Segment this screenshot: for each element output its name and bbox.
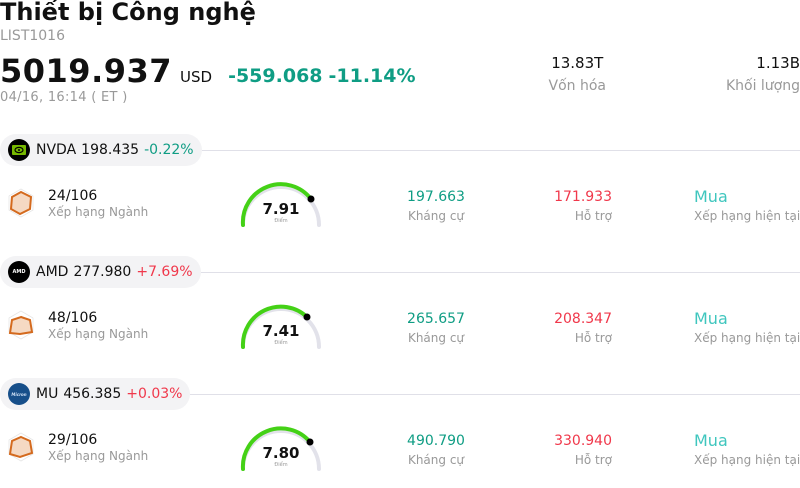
resistance: 265.657 Kháng cự xyxy=(396,311,476,345)
stock-change-pct: +0.03% xyxy=(126,386,183,402)
industry-rank: 29/106 Xếp hạng Ngành xyxy=(48,432,148,463)
score-label: Điểm xyxy=(274,462,288,468)
support: 171.933 Hỗ trợ xyxy=(532,189,612,223)
stock-price: 456.385 xyxy=(63,386,122,402)
stock-pill-nvda[interactable]: NVDA 198.435 -0.22% xyxy=(0,134,202,166)
resistance: 490.790 Kháng cự xyxy=(396,433,476,467)
stock-header-nvda: NVDA 198.435 -0.22% xyxy=(0,134,800,166)
rank-value: 29/106 xyxy=(48,432,98,448)
gauge-arc-icon xyxy=(240,304,321,349)
industry-rank: 24/106 Xếp hạng Ngành xyxy=(48,188,148,219)
support: 330.940 Hỗ trợ xyxy=(532,433,612,467)
score-gauge: 7.91 Điểm xyxy=(238,182,324,232)
list-code: LIST1016 xyxy=(0,28,65,44)
support-value: 208.347 xyxy=(554,311,612,327)
stock-pill-mu[interactable]: Micron MU 456.385 +0.03% xyxy=(0,378,191,410)
market-cap-stat: 13.83T Vốn hóa xyxy=(549,54,606,94)
resistance: 197.663 Kháng cự xyxy=(396,189,476,223)
nvidia-logo-icon xyxy=(8,139,30,161)
market-cap-value: 13.83T xyxy=(551,54,604,72)
rank-value: 24/106 xyxy=(48,188,98,204)
resistance-label: Kháng cự xyxy=(407,209,465,223)
gauge-arc-icon xyxy=(240,426,321,471)
micron-logo-icon: Micron xyxy=(8,383,30,405)
stock-row-mu: 29/106 Xếp hạng Ngành 7.80 Điểm 490.790 … xyxy=(0,426,800,482)
current-rating: Mua Xếp hạng hiện tại xyxy=(694,187,800,223)
stock-pill-amd[interactable]: AMD AMD 277.980 +7.69% xyxy=(0,256,201,288)
resistance-label: Kháng cự xyxy=(407,331,465,345)
score-gauge: 7.41 Điểm xyxy=(238,304,324,354)
page-title: Thiết bị Công nghệ xyxy=(0,0,256,26)
market-cap-label: Vốn hóa xyxy=(548,78,606,94)
timestamp: 04/16, 16:14 ( ET ) xyxy=(0,90,128,105)
divider xyxy=(190,393,800,395)
volume-stat: 1.13B Khối lượng xyxy=(726,54,800,94)
industry-rank: 48/106 Xếp hạng Ngành xyxy=(48,310,148,341)
stock-header-amd: AMD AMD 277.980 +7.69% xyxy=(0,256,800,288)
stock-change-pct: -0.22% xyxy=(144,142,194,158)
rating-label: Xếp hạng hiện tại xyxy=(694,453,800,467)
support: 208.347 Hỗ trợ xyxy=(532,311,612,345)
stock-price: 277.980 xyxy=(73,264,132,280)
volume-label: Khối lượng xyxy=(725,78,800,94)
stock-price: 198.435 xyxy=(81,142,140,158)
price-change: -559.068 xyxy=(228,65,323,87)
score-value: 7.91 xyxy=(262,200,300,218)
index-price: 5019.937 xyxy=(0,52,173,90)
support-label: Hỗ trợ xyxy=(574,209,612,223)
price-line: 5019.937 USD -559.068 -11.14% xyxy=(0,52,416,90)
score-value: 7.80 xyxy=(262,444,300,462)
amd-logo-icon: AMD xyxy=(8,261,30,283)
divider xyxy=(200,271,800,273)
rating-label: Xếp hạng hiện tại xyxy=(694,209,800,223)
radar-chart-icon xyxy=(8,310,34,340)
score-value: 7.41 xyxy=(262,322,300,340)
rating-label: Xếp hạng hiện tại xyxy=(694,331,800,345)
stock-header-mu: Micron MU 456.385 +0.03% xyxy=(0,378,800,410)
support-value: 330.940 xyxy=(554,433,612,449)
rank-label: Xếp hạng Ngành xyxy=(48,327,149,341)
rank-label: Xếp hạng Ngành xyxy=(48,205,149,219)
volume-value: 1.13B xyxy=(756,54,800,72)
resistance-label: Kháng cự xyxy=(407,453,465,467)
score-label: Điểm xyxy=(274,218,288,224)
resistance-value: 490.790 xyxy=(407,433,465,449)
divider xyxy=(201,149,800,151)
current-rating: Mua Xếp hạng hiện tại xyxy=(694,309,800,345)
rank-value: 48/106 xyxy=(48,310,98,326)
support-label: Hỗ trợ xyxy=(574,331,612,345)
rating-value: Mua xyxy=(694,187,728,206)
rating-value: Mua xyxy=(694,431,728,450)
stock-row-amd: 48/106 Xếp hạng Ngành 7.41 Điểm 265.657 … xyxy=(0,304,800,360)
rating-value: Mua xyxy=(694,309,728,328)
gauge-arc-icon xyxy=(240,182,321,227)
score-label: Điểm xyxy=(274,340,288,346)
resistance-value: 197.663 xyxy=(407,189,465,205)
resistance-value: 265.657 xyxy=(407,311,465,327)
stock-symbol: NVDA xyxy=(36,142,77,158)
support-label: Hỗ trợ xyxy=(574,453,612,467)
radar-chart-icon xyxy=(8,432,34,462)
currency: USD xyxy=(180,68,213,86)
score-gauge: 7.80 Điểm xyxy=(238,426,324,476)
stock-change-pct: +7.69% xyxy=(136,264,193,280)
price-change-pct: -11.14% xyxy=(328,65,416,87)
current-rating: Mua Xếp hạng hiện tại xyxy=(694,431,800,467)
stock-symbol: AMD xyxy=(36,264,69,280)
stock-symbol: MU xyxy=(36,386,59,402)
radar-chart-icon xyxy=(8,188,34,218)
stock-row-nvda: 24/106 Xếp hạng Ngành 7.91 Điểm 197.663 … xyxy=(0,182,800,238)
support-value: 171.933 xyxy=(554,189,612,205)
rank-label: Xếp hạng Ngành xyxy=(48,449,149,463)
